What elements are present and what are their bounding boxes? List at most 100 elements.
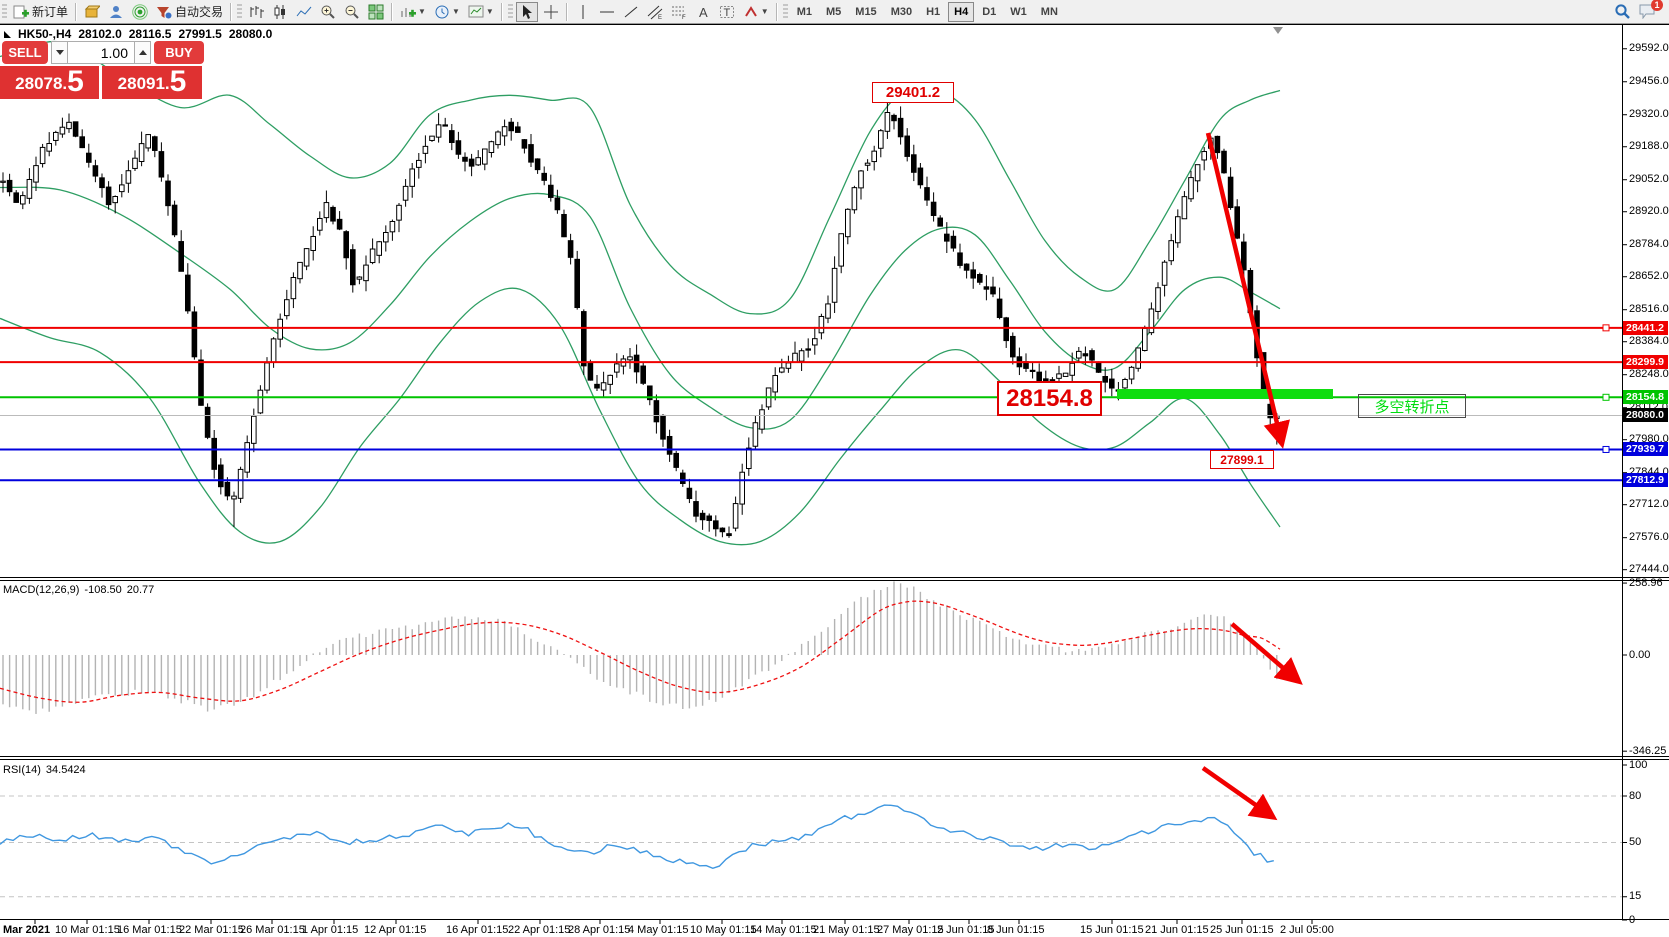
timeframe-D1[interactable]: D1	[982, 5, 997, 18]
new-order-button[interactable]: 新订单	[10, 2, 71, 22]
crosshair-tool-button[interactable]	[540, 2, 562, 22]
timeframe-M1[interactable]: M1	[796, 5, 812, 18]
new-order-label: 新订单	[32, 5, 69, 19]
macd-indicator	[0, 581, 1281, 714]
volume-input[interactable]	[68, 41, 134, 64]
price-tick: 29052.0	[1629, 173, 1669, 186]
date-label: 16 Mar 01:15	[117, 924, 182, 936]
price-tick: 29188.0	[1629, 140, 1669, 153]
svg-text:T: T	[723, 7, 730, 19]
rsi-tick: 0	[1629, 913, 1636, 926]
horizontal-line-tool-button[interactable]	[596, 2, 618, 22]
macd-down-arrow[interactable]	[1230, 622, 1303, 685]
date-label: 21 May 01:15	[813, 924, 880, 936]
cursor-tool-button[interactable]	[515, 1, 538, 22]
price-badge: 27939.7	[1623, 442, 1668, 457]
sell-price-main: 28078.	[15, 74, 68, 93]
line-chart-button[interactable]	[293, 2, 315, 22]
chart-icon	[4, 30, 11, 38]
svg-text:A: A	[699, 5, 708, 20]
arrows-tool-button[interactable]: ▼	[740, 2, 772, 22]
sell-price-button[interactable]: 28078. 5	[0, 66, 99, 99]
pane-divider-rsi[interactable]	[0, 756, 1669, 760]
tile-windows-button[interactable]	[365, 2, 387, 22]
indicators-button[interactable]: ▼	[397, 2, 429, 22]
vertical-line-tool-button[interactable]	[572, 2, 594, 22]
data-window-button[interactable]	[81, 2, 103, 22]
price-badge: 28080.0	[1623, 408, 1668, 423]
timeframe-M30[interactable]: M30	[890, 5, 913, 18]
price-down-arrow[interactable]	[1205, 132, 1290, 449]
buy-price-button[interactable]: 28091. 5	[102, 66, 202, 99]
timeframe-M15[interactable]: M15	[855, 5, 877, 18]
support-price-annotation[interactable]: 27899.1	[1210, 450, 1274, 469]
zoom-out-button[interactable]	[341, 2, 363, 22]
ohlc-high: 28116.5	[128, 27, 172, 41]
top-toolbar: 新订单 自动交易 ▼ ▼ ▼	[0, 0, 1669, 24]
turning-point-annotation[interactable]: 多空转折点	[1358, 394, 1466, 418]
pane-divider-macd[interactable]	[0, 577, 1669, 581]
date-label: 27 May 01:15	[877, 924, 944, 936]
chart-shift-marker	[1273, 27, 1283, 34]
rsi-down-arrow[interactable]	[1201, 766, 1278, 821]
price-tick: 28784.0	[1629, 238, 1669, 251]
trendline-tool-button[interactable]	[620, 2, 642, 22]
search-icon[interactable]	[1611, 2, 1634, 22]
price-tick: 27712.0	[1629, 498, 1669, 511]
macd-name: MACD(12,26,9)	[3, 584, 80, 596]
price-badge: 28154.8	[1623, 390, 1668, 405]
macd-signal-value: 20.77	[126, 584, 155, 596]
date-label: 16 Apr 01:15	[446, 924, 509, 936]
price-tick: 28920.0	[1629, 205, 1669, 218]
date-label: 1 Apr 01:15	[302, 924, 359, 936]
periods-button[interactable]: ▼	[431, 2, 463, 22]
zoom-in-button[interactable]	[317, 2, 339, 22]
navigator-button[interactable]	[105, 2, 127, 22]
price-tick: 28652.0	[1629, 270, 1669, 283]
date-label: 8 Jun 01:15	[987, 924, 1045, 936]
bar-chart-button[interactable]	[245, 2, 267, 22]
sell-button[interactable]: SELL	[2, 41, 48, 64]
date-label: 22 Mar 01:15	[179, 924, 244, 936]
price-badge: 28441.2	[1623, 320, 1668, 335]
signals-button[interactable]	[129, 2, 151, 22]
timeframe-H1[interactable]: H1	[926, 5, 941, 18]
rsi-value: 34.5424	[45, 764, 86, 776]
buy-price-main: 28091.	[117, 74, 170, 93]
timeframe-W1[interactable]: W1	[1010, 5, 1027, 18]
autotrading-button[interactable]: 自动交易	[153, 2, 226, 22]
chart-title: HK50-,H4 28102.0 28116.5 27991.5 28080.0	[4, 27, 272, 41]
volume-down-button[interactable]	[51, 41, 68, 64]
buy-price-pip: 5	[169, 65, 187, 98]
sell-price-pip: 5	[67, 65, 84, 98]
text-tool-button[interactable]: A	[692, 2, 714, 22]
date-label: 2 Jul 05:00	[1280, 924, 1334, 936]
date-label: 15 Jun 01:15	[1080, 924, 1144, 936]
timeframe-H4[interactable]: H4	[948, 1, 975, 22]
peak-price-annotation[interactable]: 29401.2	[872, 82, 954, 103]
timeframe-M5[interactable]: M5	[826, 5, 842, 18]
macd-tick: 0.00	[1629, 648, 1651, 661]
label-tool-button[interactable]: T	[716, 2, 738, 22]
templates-button[interactable]: ▼	[465, 2, 497, 22]
key-zone-bar[interactable]	[1117, 389, 1333, 399]
channel-tool-button[interactable]: E	[644, 2, 666, 22]
bid-ask-prices: 28078. 5 28091. 5	[0, 66, 202, 99]
candle-chart-button[interactable]	[269, 2, 291, 22]
notifications-button[interactable]: 1	[1636, 0, 1663, 22]
volume-up-button[interactable]	[134, 41, 151, 64]
date-label: 26 Mar 01:15	[240, 924, 305, 936]
date-label: 28 Apr 01:15	[568, 924, 631, 936]
timeframe-MN[interactable]: MN	[1040, 5, 1058, 18]
auto-trading-label: 自动交易	[175, 5, 224, 19]
date-label: 14 May 01:15	[750, 924, 817, 936]
horizontal-levels[interactable]	[0, 324, 1622, 482]
date-label: 22 Apr 01:15	[508, 924, 571, 936]
svg-text:E: E	[658, 15, 662, 20]
rsi-tick: 80	[1629, 789, 1642, 802]
date-label: 25 Jun 01:15	[1210, 924, 1274, 936]
key-level-annotation[interactable]: 28154.8	[997, 381, 1102, 416]
fibonacci-tool-button[interactable]: F	[668, 2, 690, 22]
buy-button[interactable]: BUY	[154, 41, 204, 64]
